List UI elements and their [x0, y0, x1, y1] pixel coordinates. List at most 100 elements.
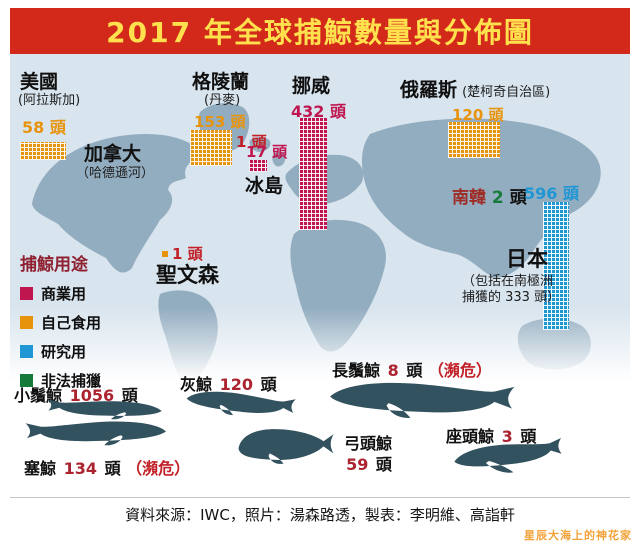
norway-dot-block [299, 118, 327, 230]
continent-north-america [32, 133, 200, 273]
count-unit: 頭 [488, 106, 504, 124]
fin-whale-illustration [330, 382, 515, 418]
endangered-note: （瀕危） [427, 361, 492, 380]
count-unit: 頭 [562, 184, 579, 203]
legend-item-commercial: 商業用 [20, 283, 101, 304]
whale-silhouette [25, 421, 167, 446]
count-unit: 頭 [329, 102, 346, 121]
whale-label-humpback: 座頭鯨 3 頭 [446, 423, 536, 447]
whale-count: 1056 [69, 386, 115, 405]
count-number: 596 [524, 184, 558, 203]
region-usa-subtitle: (阿拉斯加) [18, 93, 81, 108]
region-canada-subtitle: （哈德遜河） [76, 166, 155, 181]
continent-asia [361, 118, 601, 279]
watermark: 星辰大海上的神花家 [524, 529, 632, 542]
whale-silhouette [238, 429, 334, 464]
whale-name: 塞鯨 [24, 459, 57, 478]
endangered-note: （瀕危） [126, 459, 191, 478]
sei-whale-illustration [25, 421, 167, 446]
region-russia-name: 俄羅斯 [400, 79, 458, 101]
title-banner: 2017 年全球捕鯨數量與分佈圖 [10, 8, 630, 54]
legend-item-illegal: 非法捕獵 [20, 370, 101, 391]
whale-unit: 頭 [260, 375, 277, 394]
whale-unit: 頭 [520, 427, 537, 446]
japan-subtitle-line1: （包括在南極洲 [462, 274, 554, 289]
japan-subtitle-line2: 捕獲的 333 頭） [462, 290, 561, 306]
count-unit: 頭 [509, 188, 527, 208]
bowhead-whale-illustration [238, 429, 334, 464]
count-unit: 頭 [251, 133, 267, 151]
count-number: 2 [491, 188, 504, 208]
count-number: 432 [291, 102, 325, 121]
region-canada-count: 1 頭 [236, 131, 267, 152]
whale-count: 120 [219, 375, 253, 394]
whale-name: 灰鯨 [180, 375, 213, 394]
region-canada-name: 加拿大 [84, 143, 142, 165]
count-number: 17 [246, 143, 267, 161]
whale-label-fin: 長鬚鯨 8 頭 （瀕危） [332, 357, 492, 381]
whale-unit: 頭 [375, 454, 392, 474]
region-japan-count: 596 頭 [524, 180, 579, 204]
region-greenland-name: 格陵蘭 [192, 71, 250, 93]
region-st-vincent-count: 1 頭 [172, 243, 203, 264]
region-russia-subtitle: (楚柯奇自治區) [462, 85, 551, 100]
legend-label-subsistence: 自己食用 [41, 314, 102, 332]
commercial-color-swatch [20, 287, 33, 300]
footer-credits: 資料來源：IWC，照片：湯森路透，製表：李明維、高詣軒 [125, 506, 515, 524]
research-color-swatch [20, 345, 33, 358]
whale-silhouette [47, 399, 162, 420]
gray-whale-illustration [186, 391, 296, 416]
region-st-vincent-name: 聖文森 [156, 263, 219, 287]
region-norway-count: 432 頭 [291, 98, 346, 122]
island-iceland [249, 137, 271, 152]
region-usa-count: 58 頭 [22, 114, 66, 138]
count-number: 120 [452, 106, 484, 124]
whale-label-sei: 塞鯨 134 頭 （瀕危） [24, 455, 190, 479]
count-unit: 頭 [187, 245, 203, 263]
count-number: 153 [194, 113, 226, 131]
region-norway-name: 挪威 [292, 75, 331, 97]
legend-title: 捕鯨用途 [20, 255, 88, 275]
subsistence-color-swatch [20, 316, 33, 329]
region-iceland-name: 冰島 [245, 175, 284, 197]
whale-label-bowhead: 弓頭鯨 59 頭 [344, 434, 392, 476]
map-fade-overlay [10, 308, 630, 394]
legend-label-research: 研究用 [41, 343, 87, 361]
island-britain [272, 151, 286, 167]
count-number: 1 [172, 245, 183, 263]
whale-name: 座頭鯨 [446, 427, 495, 446]
count-unit: 頭 [230, 113, 246, 131]
legend-item-research: 研究用 [20, 341, 101, 362]
illegal-color-swatch [20, 374, 33, 387]
whale-name: 弓頭鯨 [344, 434, 393, 453]
usa-dot-block [20, 142, 66, 160]
whale-silhouette [330, 382, 515, 418]
whale-silhouette [454, 437, 562, 473]
whale-count: 8 [387, 361, 399, 380]
whale-count: 59 [346, 454, 369, 474]
minke-whale-illustration [47, 399, 162, 420]
iceland-dot-block [249, 160, 267, 172]
region-japan-subtitle: （包括在南極洲 捕獲的 333 頭） [462, 274, 560, 307]
whale-unit: 頭 [406, 361, 423, 380]
legend-label-commercial: 商業用 [41, 285, 87, 303]
count-unit: 頭 [272, 143, 288, 161]
region-russia: 俄羅斯 (楚柯奇自治區) [400, 80, 550, 101]
humpback-whale-illustration [454, 437, 562, 473]
region-russia-count: 120 頭 [452, 104, 504, 125]
whale-name: 長鬚鯨 [332, 361, 381, 380]
st-vincent-dot [162, 251, 168, 257]
whale-label-gray: 灰鯨 120 頭 [180, 371, 277, 395]
region-greenland-count: 153 頭 [194, 111, 246, 132]
legend-label-illegal: 非法捕獵 [41, 372, 102, 390]
region-greenland-subtitle: (丹麥) [204, 93, 241, 108]
region-japan-name: 日本 [506, 247, 548, 271]
whale-unit: 頭 [104, 459, 121, 478]
region-usa-name: 美國 [20, 71, 59, 93]
whale-count: 3 [501, 427, 513, 446]
count-number: 58 [22, 118, 45, 137]
count-unit: 頭 [49, 118, 66, 137]
whale-silhouette [186, 391, 296, 416]
greenland-dot-block [190, 130, 232, 166]
region-south-korea-name: 南韓 [452, 188, 486, 208]
